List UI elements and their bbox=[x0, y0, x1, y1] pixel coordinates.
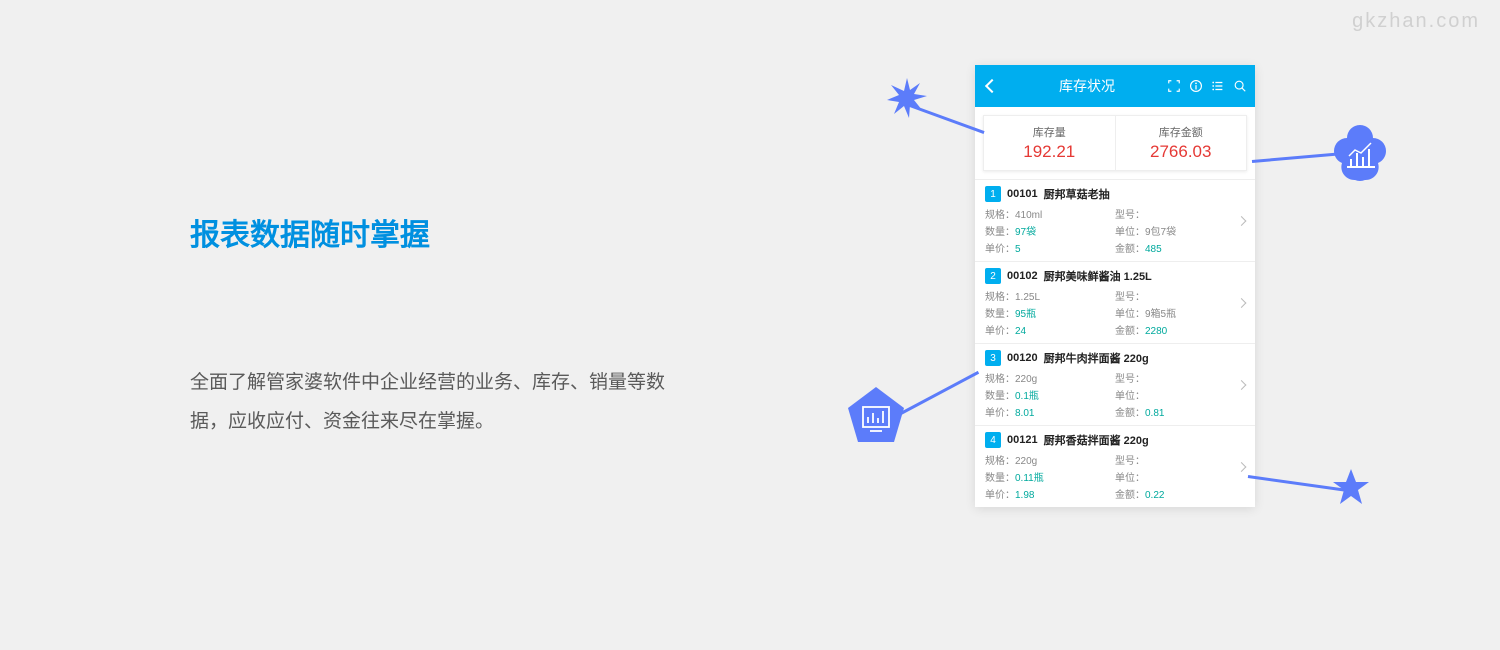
item-code: 00120 bbox=[1007, 352, 1038, 364]
scan-icon[interactable] bbox=[1167, 79, 1181, 93]
left-text-block: 报表数据随时掌握 全面了解管家婆软件中企业经营的业务、库存、销量等数据，应收应付… bbox=[190, 210, 670, 442]
item-code: 00121 bbox=[1007, 434, 1038, 446]
summary-card: 库存量 192.21 库存金额 2766.03 bbox=[983, 115, 1247, 171]
connector-line bbox=[1248, 475, 1345, 492]
star-icon bbox=[1332, 468, 1370, 506]
list-item[interactable]: 200102厨邦美味鲜酱油 1.25L规格：1.25L型号：数量：95瓶单位：9… bbox=[975, 261, 1255, 343]
burst-icon bbox=[887, 78, 927, 118]
summary-label: 库存量 bbox=[984, 124, 1115, 140]
back-icon[interactable] bbox=[985, 79, 999, 93]
item-number-badge: 1 bbox=[985, 186, 1001, 202]
phone-header: 库存状况 bbox=[975, 65, 1255, 107]
item-number-badge: 4 bbox=[985, 432, 1001, 448]
item-code: 00101 bbox=[1007, 188, 1038, 200]
connector-line bbox=[898, 371, 979, 416]
item-name: 厨邦草菇老抽 bbox=[1044, 186, 1110, 202]
item-name: 厨邦牛肉拌面酱 220g bbox=[1044, 350, 1149, 366]
summary-stock-qty: 库存量 192.21 bbox=[984, 116, 1116, 170]
phone-mockup: 库存状况 库存量 192.21 库存金额 2766.03 1 00101 厨邦草菇老… bbox=[975, 65, 1255, 507]
description: 全面了解管家婆软件中企业经营的业务、库存、销量等数据，应收应付、资金往来尽在掌握… bbox=[190, 364, 670, 442]
summary-stock-amount: 库存金额 2766.03 bbox=[1116, 116, 1247, 170]
item-name: 厨邦美味鲜酱油 1.25L bbox=[1044, 268, 1152, 284]
summary-value: 192.21 bbox=[984, 142, 1115, 162]
item-number-badge: 2 bbox=[985, 268, 1001, 284]
list-item[interactable]: 100101厨邦草菇老抽规格：410ml型号：数量：97袋单位：9包7袋单价：5… bbox=[975, 179, 1255, 261]
item-number-badge: 3 bbox=[985, 350, 1001, 366]
search-icon[interactable] bbox=[1233, 79, 1247, 93]
pentagon-chart-icon bbox=[845, 385, 907, 447]
cloud-chart-icon bbox=[1325, 120, 1395, 190]
info-icon[interactable] bbox=[1189, 79, 1203, 93]
summary-value: 2766.03 bbox=[1116, 142, 1247, 162]
list-item[interactable]: 300120厨邦牛肉拌面酱 220g规格：220g型号：数量：0.1瓶单位：单价… bbox=[975, 343, 1255, 425]
watermark: gkzhan.com bbox=[1352, 10, 1480, 33]
items-list: 100101厨邦草菇老抽规格：410ml型号：数量：97袋单位：9包7袋单价：5… bbox=[975, 179, 1255, 507]
list-item[interactable]: 400121厨邦香菇拌面酱 220g规格：220g型号：数量：0.11瓶单位：单… bbox=[975, 425, 1255, 507]
phone-title: 库存状况 bbox=[1007, 76, 1167, 96]
summary-label: 库存金额 bbox=[1116, 124, 1247, 140]
heading: 报表数据随时掌握 bbox=[190, 210, 670, 254]
list-icon[interactable] bbox=[1211, 79, 1225, 93]
item-name: 厨邦香菇拌面酱 220g bbox=[1044, 432, 1149, 448]
item-code: 00102 bbox=[1007, 270, 1038, 282]
header-actions bbox=[1167, 79, 1247, 93]
